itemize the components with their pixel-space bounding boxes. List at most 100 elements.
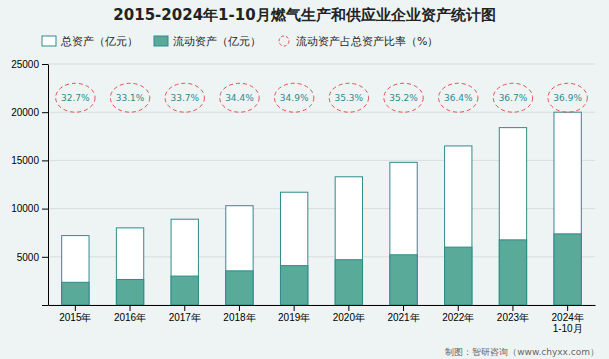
y-tick-label: 10000 — [11, 203, 39, 214]
data-labels: 32.7% 33.1% 33.7% 34.4% 34.9% 35.3% 35.2% 36.4%… — [61, 93, 582, 103]
ratio-label: 32.7% — [61, 93, 90, 103]
bar — [390, 255, 417, 305]
x-tick: 2024年1-10月 — [552, 305, 584, 334]
x-tick-mark — [348, 305, 349, 311]
bar — [554, 112, 581, 305]
x-tick: 2020年 — [333, 305, 365, 323]
ratio-ellipse — [548, 83, 587, 112]
bar — [445, 146, 472, 305]
bar — [499, 240, 526, 305]
y-tick-label: 15000 — [11, 155, 39, 166]
x-tick-mark — [458, 305, 459, 311]
x-tick-label-line: 1-10月 — [553, 323, 583, 334]
ratio-label: 35.3% — [335, 93, 364, 103]
x-tick: 2019年 — [278, 305, 310, 323]
x-tick-label: 2020年 — [333, 312, 365, 323]
x-tick-label: 2022年 — [442, 312, 474, 323]
marks — [56, 83, 588, 305]
bar — [499, 128, 526, 305]
y-tick-mark — [42, 160, 48, 161]
ratio-label: 36.4% — [444, 93, 473, 103]
title: 2015-2024年1-10月燃气生产和供应业企业资产统计图 — [113, 6, 495, 24]
bar — [390, 162, 417, 305]
legend-swatch — [42, 36, 56, 46]
y-tick: 10000 — [11, 203, 48, 214]
bar — [226, 206, 253, 305]
x-tick-label: 2016年 — [114, 312, 146, 323]
ratio-label: 35.2% — [389, 93, 418, 103]
x-tick-mark — [130, 305, 131, 311]
x-tick: 2018年 — [223, 305, 255, 323]
ratio-label: 33.7% — [170, 93, 199, 103]
bar — [335, 260, 362, 305]
y-axis-line — [48, 65, 49, 306]
x-tick-mark — [512, 305, 513, 311]
ratio-ellipse — [274, 83, 313, 112]
y-tick-mark — [42, 64, 48, 65]
bar — [280, 192, 307, 305]
ratio-ellipse — [220, 83, 259, 112]
legend-swatch — [154, 36, 168, 46]
ratio-ellipse — [384, 83, 423, 112]
x-tick-label: 2017年 — [169, 312, 201, 323]
bar — [445, 247, 472, 305]
ratio-series — [56, 83, 588, 112]
x-tick-mark — [184, 305, 185, 311]
bar — [171, 276, 198, 305]
bar — [62, 282, 89, 305]
ratio-label: 34.4% — [225, 93, 254, 103]
plot: 5000 10000 15000 20000 25000 2015年 2016年 2017年 2… — [11, 59, 595, 334]
grid-line — [48, 112, 595, 113]
legend-item: 流动资产（亿元） — [154, 35, 261, 48]
y-tick-label: 25000 — [11, 59, 39, 70]
legend: 总资产（亿元） 流动资产（亿元） 流动资产占总资产比率（%） — [42, 35, 438, 48]
bar — [116, 279, 143, 305]
bar — [116, 228, 143, 305]
x-tick: 2015年 — [59, 305, 91, 323]
y-tick-label: 20000 — [11, 107, 39, 118]
bar — [280, 266, 307, 305]
y-tick-label: 5000 — [17, 252, 40, 263]
x-tick-label: 2023年 — [497, 312, 529, 323]
bar-series — [62, 234, 582, 305]
legend-label: 流动资产（亿元） — [173, 35, 261, 48]
y-tick-mark — [42, 209, 48, 210]
bar — [62, 236, 89, 305]
grid-line — [48, 64, 595, 65]
bar — [554, 234, 581, 305]
ratio-label: 36.7% — [499, 93, 528, 103]
x-tick-label: 2019年 — [278, 312, 310, 323]
x-tick-label: 2015年 — [59, 312, 91, 323]
bar — [335, 177, 362, 305]
x-tick-mark — [403, 305, 404, 311]
x-tick-label: 2018年 — [223, 312, 255, 323]
ratio-ellipse — [439, 83, 478, 112]
x-tick-mark — [567, 305, 568, 311]
x-tick: 2023年 — [497, 305, 529, 323]
ratio-ellipse — [110, 83, 149, 112]
x-tick-label: 2024年1-10月 — [552, 312, 584, 334]
ratio-label: 34.9% — [280, 93, 309, 103]
x-tick-mark — [75, 305, 76, 311]
legend-label: 总资产（亿元） — [60, 35, 138, 48]
legend-item: 总资产（亿元） — [42, 35, 138, 48]
ratio-ellipse — [493, 83, 532, 112]
x-tick: 2017年 — [169, 305, 201, 323]
ratio-label: 33.1% — [116, 93, 145, 103]
grid — [48, 64, 595, 305]
chart: 2015-2024年1-10月燃气生产和供应业企业资产统计图 5000 10000 1… — [0, 0, 609, 359]
ratio-ellipse — [56, 83, 95, 112]
x-tick-label-line: 2024年 — [552, 312, 584, 323]
x-tick: 2016年 — [114, 305, 146, 323]
bar — [226, 271, 253, 305]
x-tick-mark — [239, 305, 240, 311]
y-tick: 15000 — [11, 155, 48, 166]
legend-item: 流动资产占总资产比率（%） — [279, 35, 438, 48]
bar-series — [62, 112, 582, 305]
y-tick: 25000 — [11, 59, 48, 70]
y-tick: 20000 — [11, 107, 48, 118]
y-axis: 5000 10000 15000 20000 25000 — [11, 59, 48, 306]
legend-swatch — [279, 36, 289, 46]
x-tick: 2022年 — [442, 305, 474, 323]
bar — [171, 219, 198, 305]
